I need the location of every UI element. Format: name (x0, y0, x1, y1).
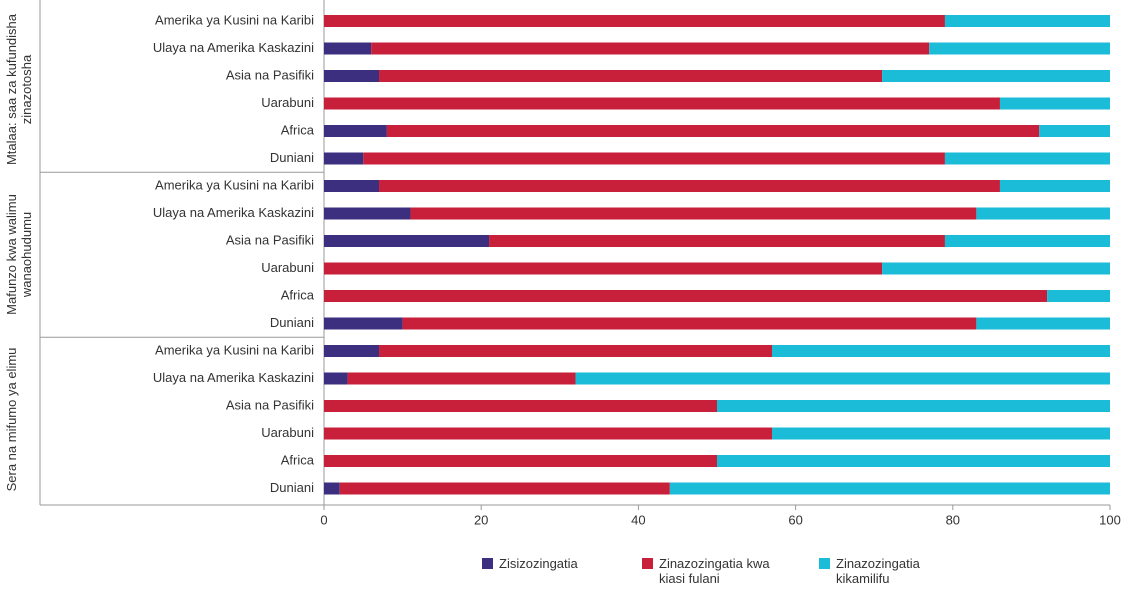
bar-segment (1039, 125, 1110, 137)
y-tick-label: Uarabuni (261, 95, 314, 110)
y-tick-label: Africa (281, 122, 315, 137)
bar-segment (324, 400, 717, 412)
bar-segment (575, 372, 1110, 385)
x-tick-label: 20 (474, 512, 488, 527)
bar-segment (772, 345, 1110, 357)
legend-item: Zinazozingatia kwa kiasi fulani (642, 556, 789, 586)
bar-segment (999, 180, 1110, 192)
y-tick-label: Amerika ya Kusini na Karibi (155, 177, 314, 192)
legend-swatch (819, 558, 830, 569)
y-tick-label: Uarabuni (261, 260, 314, 275)
bar-segment (999, 97, 1110, 110)
bar-segment (324, 97, 1000, 110)
bar-segment (944, 15, 1110, 27)
bar-segment (324, 235, 490, 247)
bar-segment (324, 345, 380, 357)
bar-segment (929, 42, 1110, 55)
x-tick-label: 0 (320, 512, 327, 527)
legend-swatch (642, 558, 653, 569)
y-tick-label: Duniani (270, 480, 314, 495)
bar-segment (324, 372, 348, 385)
bar-segment (944, 235, 1110, 247)
bar-segment (347, 372, 576, 385)
x-tick-label: 60 (788, 512, 802, 527)
bar-segment (976, 317, 1110, 330)
bar-segment (379, 70, 883, 82)
group-label: Mafunzo kwa walimu wanaohudumu (4, 194, 34, 316)
bar-segment (379, 180, 1000, 192)
y-tick-label: Ulaya na Amerika Kaskazini (153, 370, 314, 385)
bar-segment (717, 400, 1110, 412)
bar-segment (669, 482, 1110, 495)
bar-segment (363, 152, 945, 165)
y-tick-label: Amerika ya Kusini na Karibi (155, 12, 314, 27)
bar-segment (324, 207, 411, 220)
bar-segment (324, 180, 380, 192)
y-tick-label: Asia na Pasifiki (226, 232, 314, 247)
bar-segment (944, 152, 1110, 165)
bar-segment (324, 482, 340, 495)
y-tick-label: Asia na Pasifiki (226, 67, 314, 82)
bar-segment (976, 207, 1110, 220)
bar-segment (772, 427, 1110, 440)
x-tick-label: 40 (631, 512, 645, 527)
bar-segment (324, 290, 1048, 302)
bar-segment (324, 317, 403, 330)
bar-segment (717, 455, 1110, 467)
bar-segment (489, 235, 945, 247)
bar-segment (882, 70, 1110, 82)
bar-segment (882, 262, 1110, 275)
legend-label: Zinazozingatia kwa kiasi fulani (659, 556, 770, 586)
bar-segment (379, 345, 773, 357)
bar-segment (402, 317, 977, 330)
y-tick-label: Ulaya na Amerika Kaskazini (153, 40, 314, 55)
x-tick-label: 100 (1099, 512, 1121, 527)
legend-item: Zinazozingatia kikamilifu (819, 556, 966, 586)
y-tick-label: Africa (281, 287, 315, 302)
y-tick-label: Duniani (270, 315, 314, 330)
group-label: Sera na mifumo ya elimu (4, 347, 19, 492)
y-tick-label: Duniani (270, 150, 314, 165)
legend-label: Zisizozingatia (499, 556, 578, 571)
legend-label: Zinazozingatia kikamilifu (836, 556, 920, 586)
legend-item: Zisizozingatia (482, 556, 578, 571)
y-tick-label: Africa (281, 452, 315, 467)
bar-segment (324, 42, 372, 55)
bar-segment (371, 42, 930, 55)
bar-segment (324, 125, 387, 137)
bar-segment (324, 427, 773, 440)
y-tick-label: Asia na Pasifiki (226, 397, 314, 412)
bar-segment (324, 152, 364, 165)
y-tick-label: Uarabuni (261, 425, 314, 440)
bar-segment (324, 455, 717, 467)
bar-segment (410, 207, 977, 220)
y-tick-label: Amerika ya Kusini na Karibi (155, 342, 314, 357)
bar-segment (339, 482, 670, 495)
y-tick-label: Ulaya na Amerika Kaskazini (153, 205, 314, 220)
bar-segment (324, 15, 945, 27)
bar-segment (324, 262, 883, 275)
x-tick-label: 80 (946, 512, 960, 527)
legend-swatch (482, 558, 493, 569)
group-label: Mtalaa: saa za kufundisha zinazotosha (4, 14, 34, 166)
bar-segment (324, 70, 380, 82)
bar-segment (386, 125, 1040, 137)
bar-segment (1047, 290, 1110, 302)
